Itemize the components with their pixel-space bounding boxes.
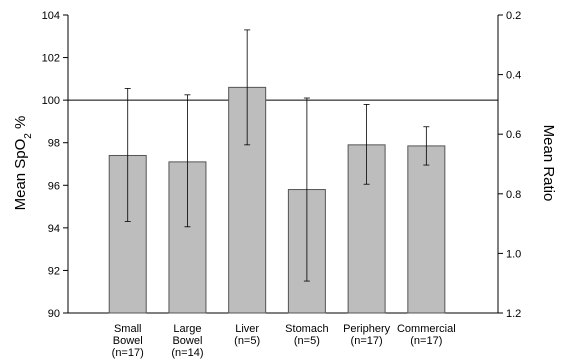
right-tick-label: 0.8: [506, 189, 521, 201]
error-bars-group: [124, 29, 430, 282]
category-label-line: (n=5): [234, 335, 260, 347]
left-tick-label: 100: [42, 95, 60, 107]
right-axis-title: Mean Ratio: [540, 125, 557, 202]
category-label-line: (n=5): [294, 335, 320, 347]
category-label-line: Large: [173, 323, 201, 335]
category-label-line: Stomach: [285, 323, 328, 335]
category-label: Large Bowel (n=14): [171, 323, 203, 359]
category-label-line: Liver: [235, 323, 259, 335]
category-label-line: Bowel: [113, 335, 143, 347]
bars-group: [108, 86, 446, 314]
right-axis-ticks: 0.2 0.4 0.6 0.8 1.0 1.2: [498, 10, 521, 320]
left-axis-title: Mean SpO2 %: [12, 116, 34, 211]
left-tick-label: 90: [48, 308, 60, 320]
right-tick-label: 0.6: [506, 129, 521, 141]
right-tick-label: 1.0: [506, 248, 521, 260]
category-label-line: Bowel: [172, 335, 202, 347]
category-label-line: Periphery: [343, 323, 391, 335]
right-tick-label: 0.2: [506, 10, 521, 22]
category-label: Commercial (n=17): [397, 323, 456, 347]
left-tick-label: 96: [48, 180, 60, 192]
right-tick-label: 0.4: [506, 70, 521, 82]
category-label-line: (n=17): [351, 335, 383, 347]
category-label-line: Small: [114, 323, 142, 335]
category-label: Periphery (n=17): [343, 323, 391, 347]
left-axis-ticks: 90 92 94 96 98 100 102 104: [42, 10, 68, 320]
category-label-line: Commercial: [397, 323, 456, 335]
category-label: Liver (n=5): [234, 323, 260, 347]
right-tick-label: 1.2: [506, 308, 521, 320]
category-label-line: (n=14): [171, 347, 203, 359]
left-tick-label: 92: [48, 265, 60, 277]
category-label-line: (n=17): [410, 335, 442, 347]
category-label: Small Bowel (n=17): [112, 323, 144, 359]
category-label-line: (n=17): [112, 347, 144, 359]
left-tick-label: 104: [42, 10, 60, 22]
left-tick-label: 94: [48, 223, 60, 235]
left-tick-label: 102: [42, 53, 60, 65]
left-tick-label: 98: [48, 138, 60, 150]
bar: [407, 145, 446, 314]
category-label: Stomach (n=5): [285, 323, 328, 347]
category-labels: Small Bowel (n=17)Large Bowel (n=14)Liver (n=…: [112, 323, 456, 359]
